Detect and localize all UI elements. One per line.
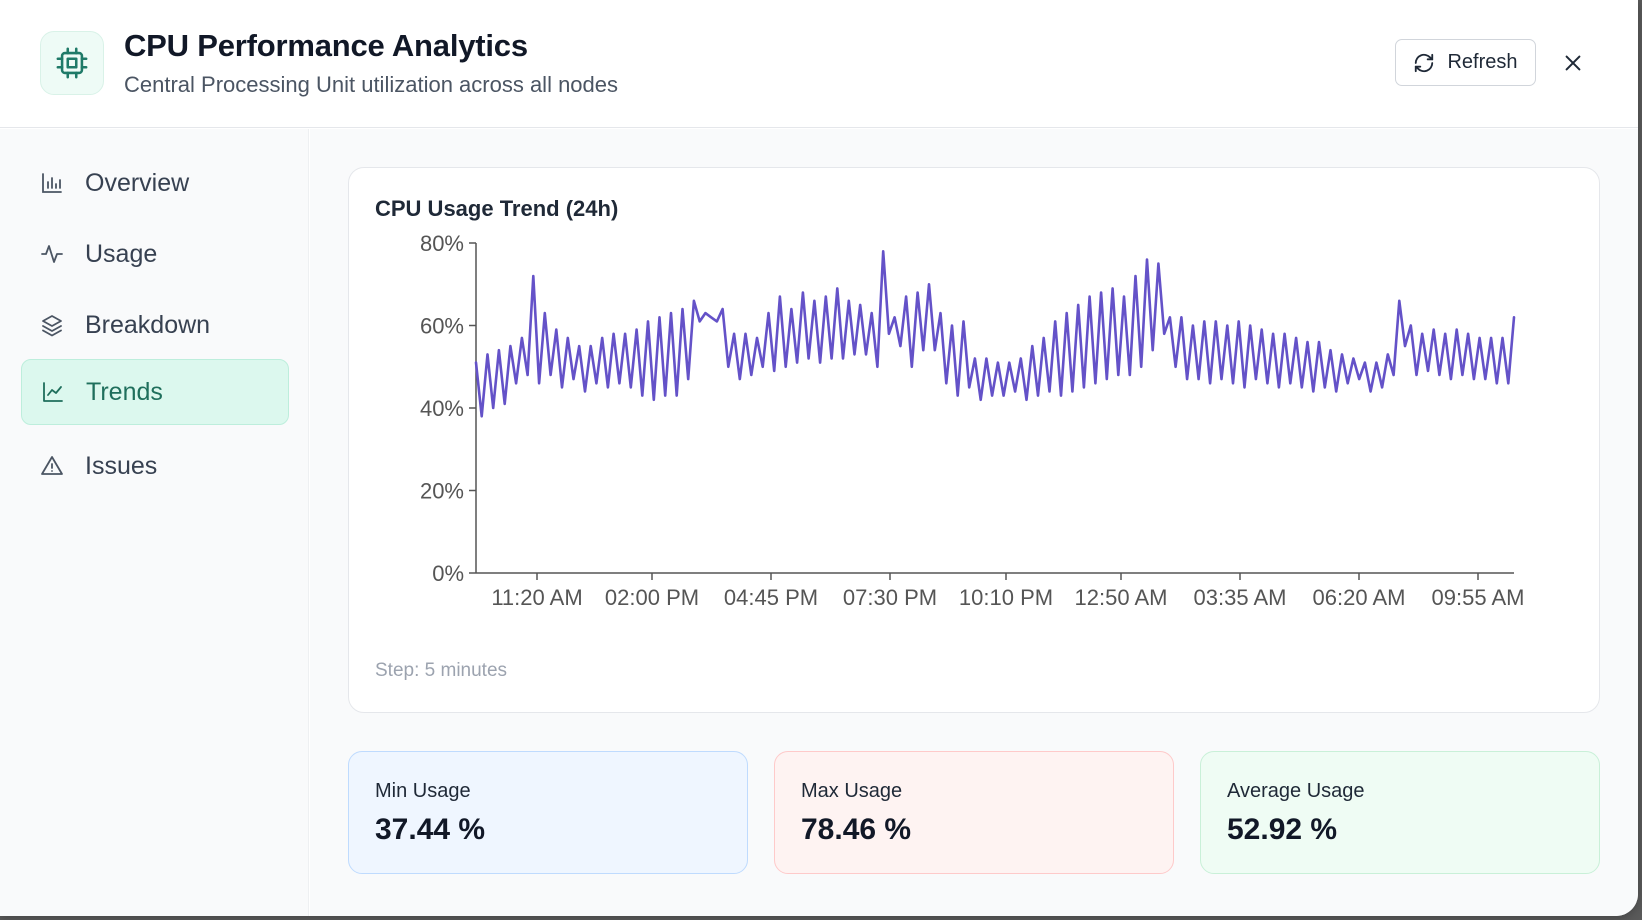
y-tick-label: 60% (420, 314, 464, 339)
sidebar-item-overview[interactable]: Overview (21, 150, 289, 216)
page-subtitle: Central Processing Unit utilization acro… (124, 72, 619, 97)
refresh-icon (1413, 52, 1435, 74)
modal-header: CPU Performance Analytics Central Proces… (0, 0, 1638, 128)
stat-label: Min Usage (375, 780, 471, 802)
close-button[interactable] (1556, 46, 1590, 80)
x-tick-label: 04:45 PM (724, 585, 818, 610)
sidebar-item-label: Issues (85, 451, 158, 480)
sidebar-item-label: Overview (85, 168, 190, 197)
chart-card: CPU Usage Trend (24h) 0% 20% 40% 60% 80% 11:2… (348, 167, 1600, 713)
x-tick-label: 09:55 AM (1432, 585, 1525, 610)
refresh-label: Refresh (1447, 51, 1518, 73)
layers-icon (39, 312, 65, 338)
average-usage-card: Average Usage 52.92 % (1200, 751, 1600, 874)
stat-value: 52.92 % (1227, 813, 1338, 846)
sidebar-item-label: Breakdown (85, 310, 211, 339)
x-tick-label: 11:20 AM (491, 585, 582, 610)
max-usage-card: Max Usage 78.46 % (774, 751, 1174, 874)
x-tick-label: 10:10 PM (959, 585, 1053, 610)
refresh-button[interactable]: Refresh (1395, 39, 1536, 86)
stat-label: Max Usage (801, 780, 903, 802)
chart-title: CPU Usage Trend (24h) (375, 196, 619, 221)
stat-value: 78.46 % (801, 813, 912, 846)
min-usage-card: Min Usage 37.44 % (348, 751, 748, 874)
activity-icon (39, 241, 65, 267)
close-icon (1562, 52, 1584, 74)
bar-chart-icon (39, 170, 65, 196)
y-tick-label: 80% (420, 231, 464, 256)
y-tick-label: 0% (432, 561, 464, 586)
x-tick-label: 03:35 AM (1194, 585, 1287, 610)
warning-icon (39, 453, 65, 479)
cpu-usage-series-line (474, 250, 1516, 418)
chart-step-note: Step: 5 minutes (375, 660, 508, 681)
cpu-usage-chart: 0% 20% 40% 60% 80% 11:20 AM 02:00 PM 04:45 PM 07… (420, 231, 1525, 610)
y-tick-label: 40% (420, 396, 464, 421)
sidebar-item-usage[interactable]: Usage (21, 221, 289, 287)
line-chart-icon (40, 379, 66, 405)
x-tick-label: 06:20 AM (1313, 585, 1406, 610)
stat-label: Average Usage (1227, 780, 1365, 802)
sidebar-item-trends[interactable]: Trends (21, 359, 289, 425)
cpu-icon (40, 31, 104, 95)
sidebar-item-label: Trends (86, 377, 163, 406)
main-content: CPU Usage Trend (24h) 0% 20% 40% 60% 80% 11:2… (310, 129, 1638, 916)
sidebar-item-breakdown[interactable]: Breakdown (21, 292, 289, 358)
sidebar-item-issues[interactable]: Issues (21, 433, 289, 499)
x-tick-label: 07:30 PM (843, 585, 937, 610)
x-tick-label: 12:50 AM (1075, 585, 1168, 610)
y-tick-label: 20% (420, 479, 464, 504)
stat-value: 37.44 % (375, 813, 486, 846)
page-title: CPU Performance Analytics (124, 28, 528, 63)
sidebar: Overview Usage Breakdown (0, 129, 309, 916)
x-tick-label: 02:00 PM (605, 585, 699, 610)
sidebar-item-label: Usage (85, 239, 158, 268)
